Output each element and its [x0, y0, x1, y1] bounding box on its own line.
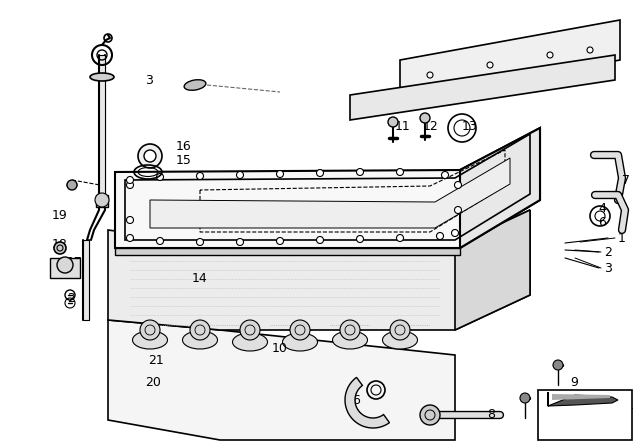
Text: 20: 20 [145, 375, 161, 388]
Circle shape [237, 238, 243, 246]
Circle shape [138, 144, 162, 168]
Text: 5: 5 [352, 409, 360, 422]
Circle shape [317, 169, 323, 177]
Circle shape [157, 237, 163, 245]
Circle shape [57, 257, 73, 273]
Text: 2: 2 [604, 246, 612, 258]
Text: 9: 9 [570, 375, 578, 388]
Ellipse shape [182, 331, 218, 349]
Polygon shape [400, 20, 620, 100]
Text: 00130158: 00130158 [566, 431, 604, 439]
Circle shape [454, 207, 461, 214]
Polygon shape [350, 55, 615, 120]
Polygon shape [552, 394, 610, 400]
Text: 4: 4 [598, 202, 606, 215]
Circle shape [442, 172, 449, 178]
Circle shape [420, 113, 430, 123]
Ellipse shape [184, 80, 206, 90]
Circle shape [95, 193, 109, 207]
Circle shape [127, 177, 134, 184]
Polygon shape [538, 390, 632, 440]
Circle shape [388, 117, 398, 127]
Circle shape [317, 237, 323, 244]
Circle shape [127, 216, 134, 224]
Circle shape [547, 52, 553, 58]
Circle shape [487, 62, 493, 68]
Ellipse shape [132, 331, 168, 349]
Circle shape [140, 320, 160, 340]
Text: 12: 12 [423, 120, 439, 133]
Polygon shape [455, 210, 530, 330]
Circle shape [127, 234, 134, 241]
Text: 14: 14 [192, 271, 208, 284]
Polygon shape [548, 392, 618, 406]
Text: 6: 6 [598, 215, 606, 228]
Ellipse shape [282, 333, 317, 351]
Circle shape [420, 405, 440, 425]
Text: 15: 15 [176, 154, 192, 167]
Text: 6: 6 [352, 393, 360, 406]
Circle shape [276, 171, 284, 177]
Circle shape [67, 180, 77, 190]
Circle shape [436, 233, 444, 240]
Circle shape [190, 320, 210, 340]
Circle shape [196, 238, 204, 246]
Circle shape [196, 172, 204, 180]
Text: 1: 1 [618, 232, 626, 245]
Text: 21: 21 [148, 353, 164, 366]
Text: 11: 11 [395, 120, 411, 133]
Text: 8: 8 [487, 409, 495, 422]
Circle shape [237, 172, 243, 178]
Circle shape [144, 150, 156, 162]
Text: 2: 2 [67, 292, 75, 305]
Circle shape [587, 47, 593, 53]
Polygon shape [50, 258, 80, 278]
Text: 3: 3 [145, 73, 153, 86]
Circle shape [290, 320, 310, 340]
Text: 16: 16 [176, 139, 192, 152]
Polygon shape [115, 128, 540, 248]
Text: 18: 18 [52, 237, 68, 250]
Circle shape [240, 320, 260, 340]
Text: 9: 9 [539, 409, 547, 422]
Text: 3: 3 [604, 262, 612, 275]
Circle shape [127, 181, 134, 189]
Polygon shape [99, 55, 105, 195]
Text: 10: 10 [272, 341, 288, 354]
Text: 17: 17 [67, 255, 83, 268]
Polygon shape [108, 210, 530, 330]
Circle shape [520, 393, 530, 403]
Circle shape [356, 168, 364, 176]
Ellipse shape [383, 331, 417, 349]
Polygon shape [96, 195, 108, 207]
Circle shape [553, 360, 563, 370]
Ellipse shape [232, 333, 268, 351]
Circle shape [356, 236, 364, 242]
Text: 19: 19 [52, 208, 68, 221]
Polygon shape [83, 240, 89, 320]
Text: 13: 13 [462, 120, 477, 133]
Circle shape [451, 229, 458, 237]
Circle shape [390, 320, 410, 340]
Circle shape [427, 72, 433, 78]
Circle shape [397, 168, 403, 176]
Ellipse shape [333, 331, 367, 349]
Circle shape [54, 242, 66, 254]
Circle shape [340, 320, 360, 340]
Circle shape [157, 173, 163, 181]
Circle shape [276, 237, 284, 245]
Circle shape [454, 181, 461, 189]
Polygon shape [115, 248, 460, 255]
Polygon shape [345, 377, 390, 428]
Circle shape [397, 234, 403, 241]
Ellipse shape [90, 73, 114, 81]
Polygon shape [460, 128, 540, 248]
Polygon shape [150, 158, 510, 228]
Text: 7: 7 [622, 173, 630, 186]
Polygon shape [108, 320, 455, 440]
